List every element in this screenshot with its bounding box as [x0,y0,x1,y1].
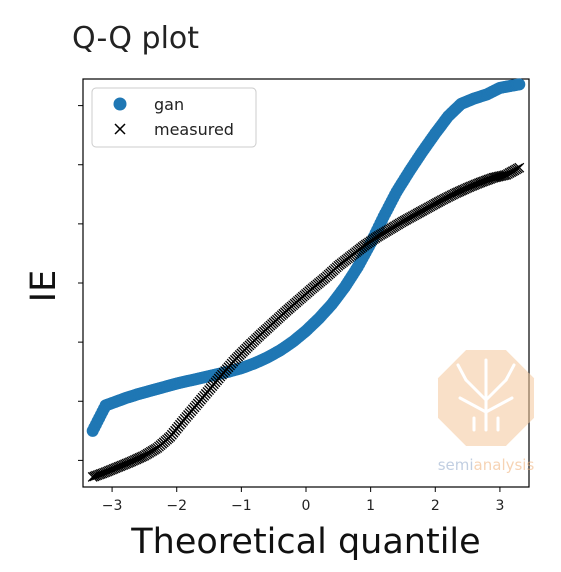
legend-label-measured: measured [154,120,234,139]
measured-point [499,170,510,181]
x-tick-label: 1 [366,498,375,514]
legend-box [91,87,257,148]
legend-marker-measured [114,123,126,135]
legend-label-gan: gan [154,95,184,114]
series-measured [87,162,525,482]
x-tick-label: 0 [302,498,311,514]
y-axis-ticks [78,105,83,461]
legend-marker-gan [113,97,127,111]
x-tick-label: −3 [102,498,123,514]
gan-point [513,78,526,91]
watermark-tree-icon [456,358,516,432]
watermark-suffix: analysis [474,456,535,474]
watermark-text: semianalysis [438,456,535,474]
y-axis-label: IE [24,270,64,302]
x-axis-label: Theoretical quantile [130,522,480,562]
watermark-prefix: semi [438,456,474,474]
measured-point [124,457,135,468]
x-axis-ticks: −3 −2 −1 0 1 2 3 [102,487,504,514]
x-tick-label: 2 [431,498,440,514]
semianalysis-watermark: semianalysis [438,350,535,474]
x-tick-label: 3 [495,498,504,514]
legend: gan measured [91,87,257,148]
x-tick-label: −1 [231,498,252,514]
x-tick-label: −2 [166,498,187,514]
chart-title: Q-Q plot [72,21,199,56]
measured-point [514,162,525,173]
